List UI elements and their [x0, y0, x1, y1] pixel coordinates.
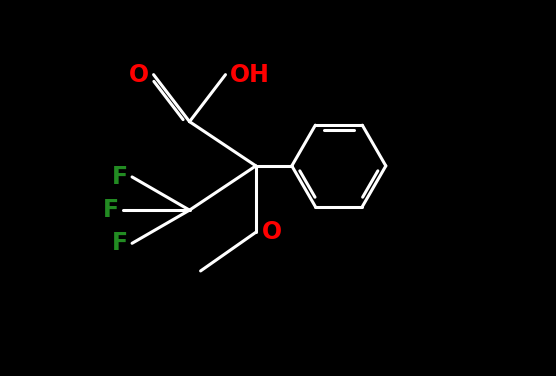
Text: F: F	[112, 165, 128, 189]
Text: F: F	[103, 198, 119, 222]
Text: F: F	[112, 231, 128, 255]
Text: O: O	[129, 63, 149, 86]
Text: O: O	[261, 220, 281, 244]
Text: OH: OH	[230, 63, 270, 86]
